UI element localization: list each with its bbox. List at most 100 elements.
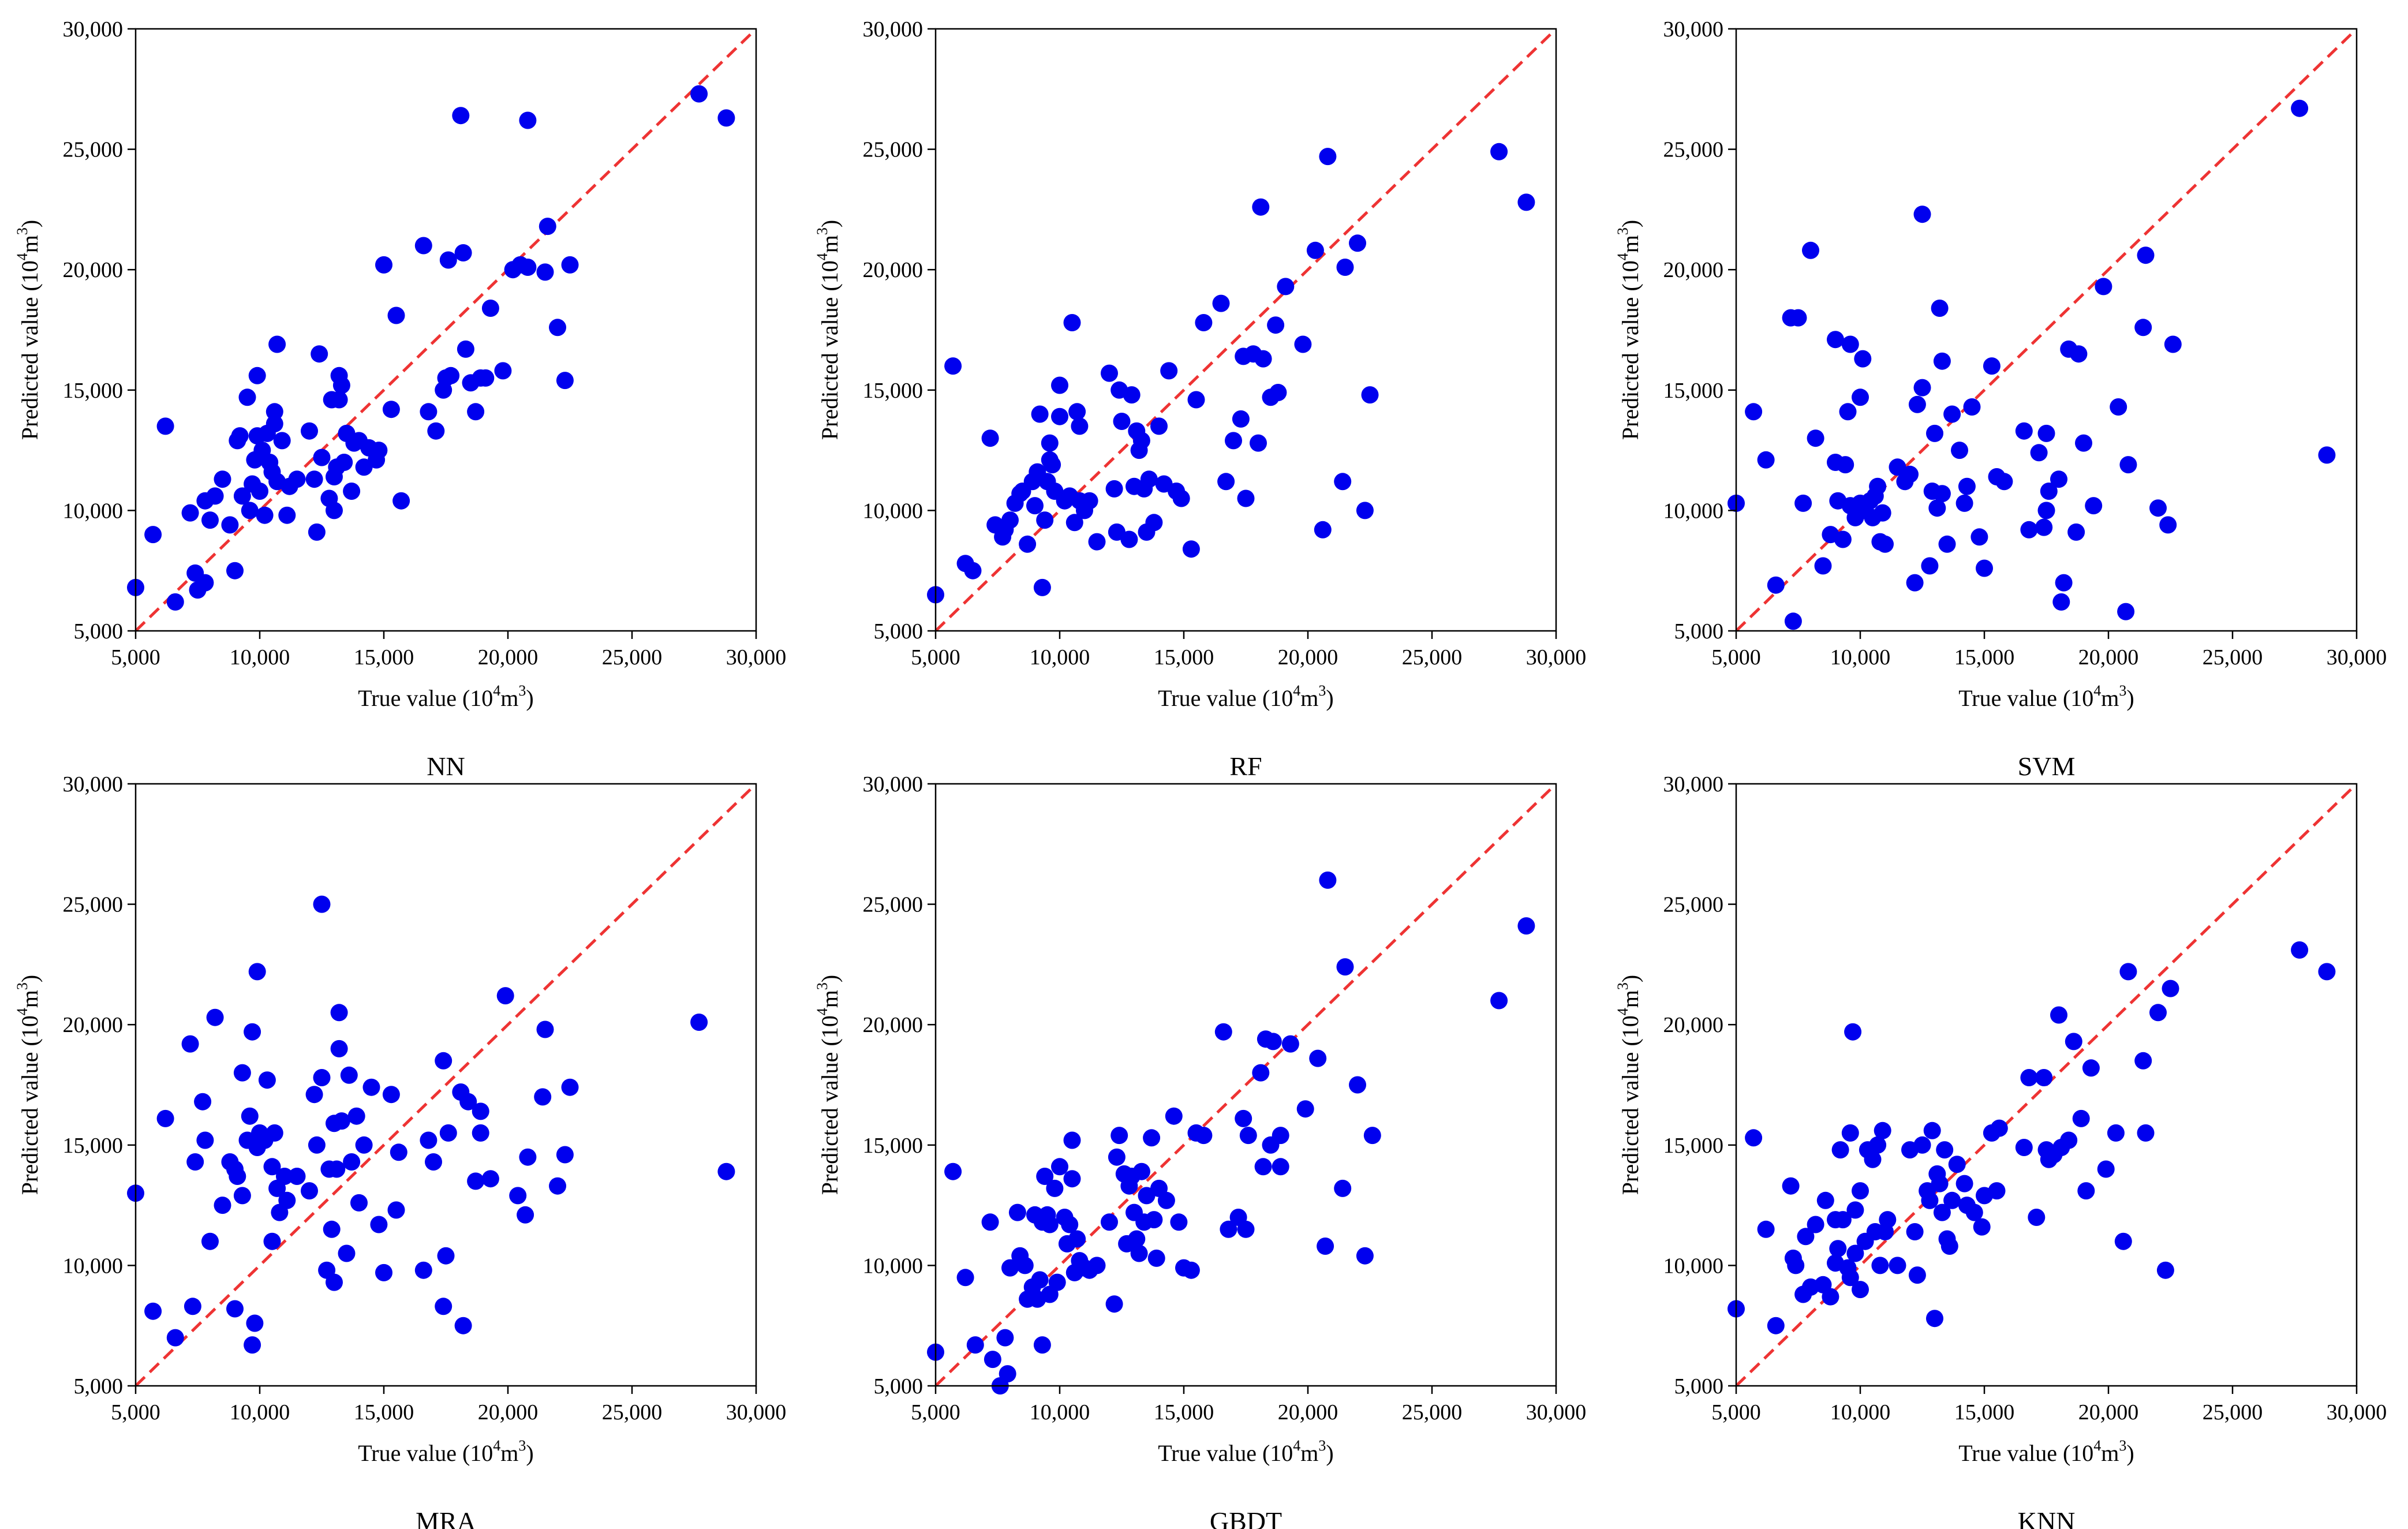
data-point	[233, 1187, 251, 1205]
data-point	[2035, 518, 2053, 536]
data-point	[266, 403, 283, 421]
data-point	[1220, 1220, 1237, 1238]
data-point	[717, 109, 735, 127]
data-point	[311, 345, 328, 363]
data-point	[2067, 523, 2085, 541]
data-point	[2052, 593, 2070, 611]
data-point	[1182, 540, 1200, 558]
data-point	[1195, 314, 1213, 331]
data-point	[1061, 1216, 1079, 1233]
data-point	[201, 511, 219, 529]
data-point	[1846, 1244, 1864, 1262]
label-power: 4	[1293, 1437, 1300, 1454]
data-point	[496, 987, 514, 1005]
x-tick-label: 20,000	[1278, 1400, 1338, 1425]
data-point	[194, 1093, 212, 1111]
data-point	[1147, 1249, 1165, 1267]
data-point	[442, 367, 460, 384]
data-point	[166, 1329, 184, 1347]
data-point	[2318, 963, 2336, 981]
data-point	[1306, 241, 1324, 259]
data-point	[2085, 497, 2103, 515]
data-point	[1250, 434, 1267, 452]
data-point	[332, 1112, 350, 1130]
data-point	[457, 340, 474, 358]
label-unit: m	[1300, 1440, 1318, 1466]
label-exp: 3	[1318, 682, 1326, 699]
data-point	[166, 593, 184, 611]
data-point	[1217, 473, 1235, 491]
data-point	[246, 1314, 264, 1332]
data-point	[375, 256, 392, 274]
data-point	[1834, 1211, 1852, 1229]
data-point	[1140, 470, 1158, 488]
label-unit: m	[17, 235, 43, 253]
data-point	[1928, 499, 1946, 517]
x-tick-label: 5,000	[111, 645, 160, 670]
data-point	[481, 1170, 499, 1188]
data-point	[278, 1191, 296, 1209]
data-point	[263, 1158, 281, 1176]
x-tick-label: 30,000	[1526, 645, 1587, 670]
data-point	[964, 562, 982, 580]
data-point	[1933, 352, 1951, 370]
data-point	[1063, 314, 1081, 331]
data-point	[1314, 521, 1332, 539]
data-point	[420, 1131, 438, 1149]
data-point	[1317, 1238, 1334, 1255]
data-point	[1844, 1023, 1862, 1041]
data-point	[1988, 1182, 2006, 1200]
axis-label-text: True value (10	[1958, 685, 2093, 711]
data-point	[313, 448, 331, 466]
data-point	[1130, 1244, 1148, 1262]
y-tick-label: 5,000	[874, 619, 923, 644]
data-point	[233, 1064, 251, 1082]
data-point	[332, 376, 350, 394]
data-point	[1921, 1191, 1939, 1209]
label-exp: 3	[1318, 1437, 1326, 1454]
label-exp: 3	[814, 227, 831, 235]
data-point	[1349, 1076, 1366, 1094]
data-points	[927, 871, 1535, 1395]
y-tick-label: 30,000	[1663, 17, 1724, 42]
data-points	[1728, 99, 2336, 630]
label-close: )	[526, 685, 533, 711]
x-tick-label: 30,000	[726, 1400, 787, 1425]
data-point	[414, 1261, 432, 1279]
data-point	[1973, 1218, 1991, 1236]
data-point	[1846, 1201, 1864, 1219]
data-point	[2030, 444, 2048, 462]
data-point	[206, 1008, 224, 1026]
x-tick-label: 10,000	[1030, 1400, 1090, 1425]
data-point	[1235, 1109, 1252, 1127]
data-point	[427, 422, 445, 440]
x-axis-label: True value (104m3)	[1958, 1437, 2134, 1466]
y-tick-label: 25,000	[1663, 138, 1724, 162]
data-point	[1071, 417, 1089, 435]
y-tick-label: 15,000	[63, 1134, 124, 1158]
data-point	[2082, 1059, 2100, 1077]
data-point	[238, 388, 256, 406]
data-point	[435, 1052, 453, 1070]
data-point	[1041, 434, 1059, 452]
data-point	[231, 427, 249, 445]
data-point	[1913, 205, 1931, 223]
data-point	[1264, 1033, 1282, 1051]
data-point	[382, 401, 400, 418]
data-point	[1901, 465, 1919, 483]
data-point	[387, 306, 405, 324]
label-close: )	[817, 220, 843, 227]
axis-label-text: Predicted value (10	[1617, 260, 1643, 440]
data-point	[1906, 574, 1924, 592]
data-point	[1309, 1049, 1327, 1067]
data-point	[241, 502, 259, 519]
label-close: )	[1617, 220, 1643, 227]
data-point	[370, 442, 388, 459]
data-point	[1334, 1179, 1352, 1197]
axis-label-text: True value (10	[1158, 1440, 1293, 1466]
data-point	[1036, 511, 1054, 529]
data-point	[1864, 1150, 1882, 1168]
data-point	[1970, 528, 1988, 546]
data-point	[362, 1078, 380, 1096]
